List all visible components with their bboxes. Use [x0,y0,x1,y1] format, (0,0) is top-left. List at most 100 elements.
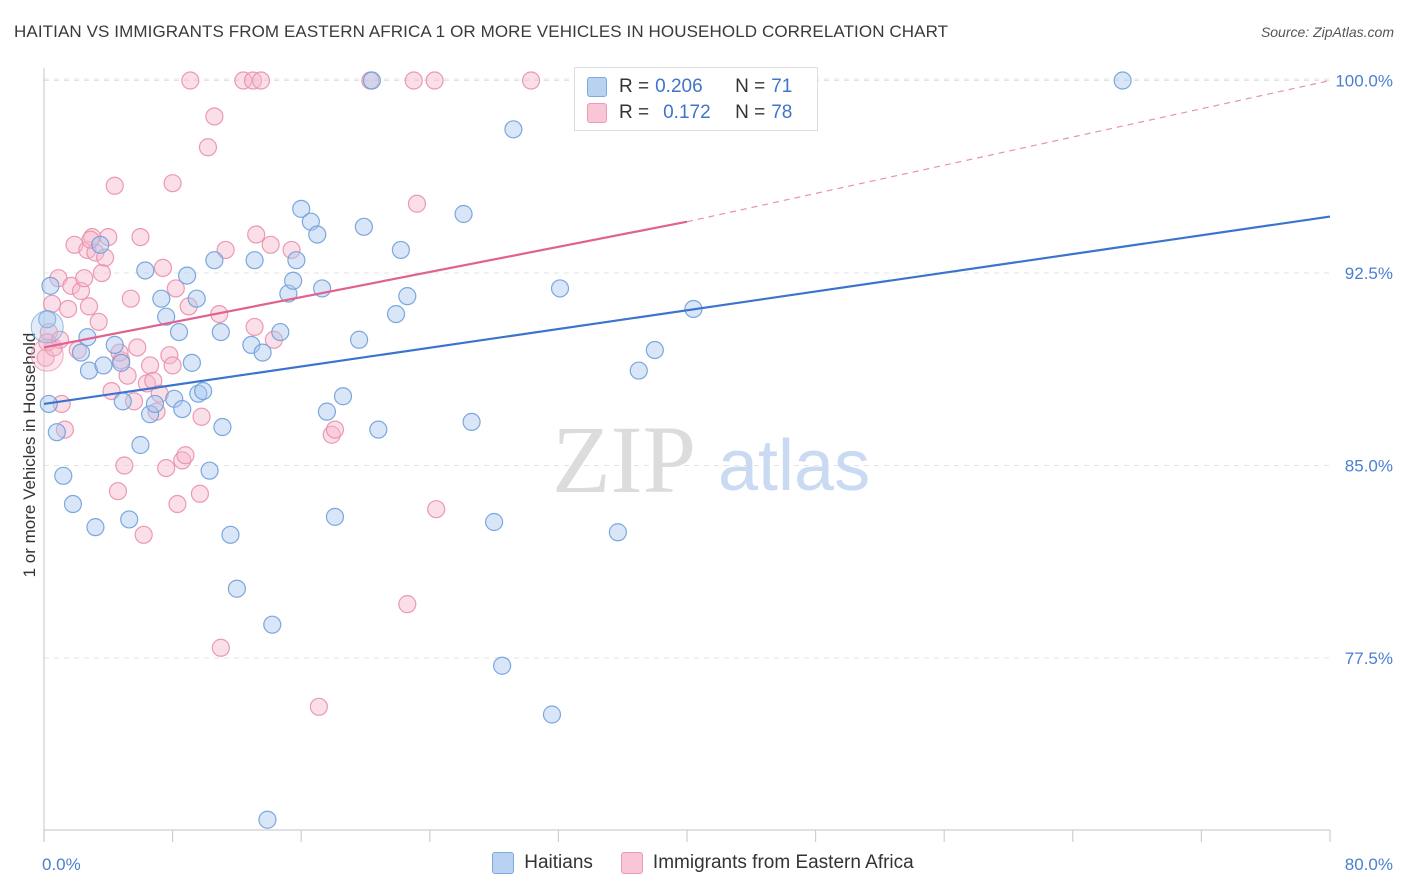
eastern-africa-swatch [620,852,643,874]
y-tick-label: 100.0% [1335,72,1393,91]
haitians-point [79,361,99,380]
haitians-point [504,120,523,139]
haitians-point [194,382,213,401]
eastern-africa-point [282,240,301,260]
series-legend: Haitians Immigrants from Eastern Africa [0,852,1406,874]
trend-lines [43,79,1331,406]
haitians-point [369,420,388,439]
haitians-point [213,417,232,437]
eastern-africa-point [211,638,230,657]
eastern-africa-point [108,482,128,501]
haitians-point [462,412,481,431]
legend-n-label: N = [735,76,766,97]
eastern-africa-point [521,71,541,90]
eastern-africa-point [59,299,78,319]
y-tick-label: 85.0% [1345,457,1393,476]
haitians-point [189,384,208,403]
legend-item-haitians[interactable]: Haitians [492,852,593,874]
haitians-point [86,518,105,537]
eastern-africa-point [247,225,266,244]
eastern-africa-point [89,312,108,331]
haitians-point [608,523,627,542]
haitians-point [542,705,562,724]
haitians-point [205,251,224,270]
haitians-swatch [492,852,515,874]
eastern-africa-point [42,294,62,313]
haitians-point [200,461,219,480]
haitians-point [263,615,282,634]
eastern-africa-point [407,194,427,213]
eastern-africa-point [176,446,195,465]
haitians-point [333,387,353,406]
eastern-africa-point [128,338,147,357]
haitians-point [173,399,192,419]
legend-row-haitians: R = 0.206 N = 71 [587,75,792,99]
legend-n-value: 71 [771,76,793,97]
haitians-point [271,322,290,342]
haitians-point [120,510,139,529]
haitians-point [94,356,113,375]
legend-n-value: 78 [771,102,793,123]
eastern-africa-point [92,263,111,283]
y-tick-label: 77.5% [1345,649,1393,668]
watermark-zip: ZIP [552,406,696,513]
haitians-point [287,251,306,270]
eastern-africa-point [105,176,124,195]
haitians-point [362,71,382,90]
eastern-africa-point [163,356,182,375]
eastern-africa-point [398,595,417,614]
eastern-africa-point [181,71,200,90]
haitians-point [292,199,311,218]
haitians-point [386,305,406,324]
eastern-africa-point [115,456,134,475]
haitians-point [398,287,417,306]
haitians-point [105,335,124,354]
eastern-africa-point [121,289,140,308]
eastern-africa-point [150,384,169,403]
haitians-point [284,271,303,290]
eastern-africa-point [309,697,328,716]
eastern-africa-point [427,500,446,519]
haitians-point [63,494,83,514]
eastern-africa-point [261,235,280,254]
haitians-point [454,204,473,224]
haitians-point [157,307,176,326]
stats-legend: R = 0.206 N = 71 R = 0.172 N = 78 [574,67,818,131]
y-tick-label: 92.5% [1345,264,1393,283]
haitians-point [258,810,277,829]
legend-item-eastern-africa[interactable]: Immigrants from Eastern Africa [620,852,914,874]
haitians-point [140,405,160,424]
eastern-africa-trend-line [43,220,688,349]
haitians-point [550,279,570,298]
haitians-swatch [587,77,607,97]
eastern-africa-point [251,71,271,90]
eastern-africa-point [425,71,444,90]
eastern-africa-point [166,279,185,298]
legend-haitians-label: Haitians [524,852,593,873]
haitians-point [493,656,512,675]
haitians-point [485,512,504,532]
haitians-point [317,402,337,421]
eastern-africa-point [157,459,176,478]
eastern-africa-point [163,174,182,193]
eastern-africa-cluster-point [30,338,64,372]
eastern-africa-point [192,407,211,426]
eastern-africa-point [173,451,192,470]
grid-lines [44,78,1330,659]
watermark-atlas: atlas [718,426,870,506]
haitians-cluster-point [30,310,64,344]
haitians-point [308,225,327,244]
haitians-point [47,423,66,442]
legend-row-eastern-africa: R = 0.172 N = 78 [587,101,792,125]
x-tick-label: 80.0% [1345,855,1393,874]
eastern-africa-point [153,258,173,277]
legend-r-label: R = [619,102,650,123]
legend-r-label: R = [619,76,650,97]
tick-labels: 77.5% 85.0% 92.5% 100.0% 0.0% 80.0% [42,72,1393,874]
haitians-point [169,322,189,342]
eastern-africa-point [160,346,179,365]
haitians-point [113,392,132,411]
haitians-point [136,261,155,280]
haitians-point [391,240,410,260]
